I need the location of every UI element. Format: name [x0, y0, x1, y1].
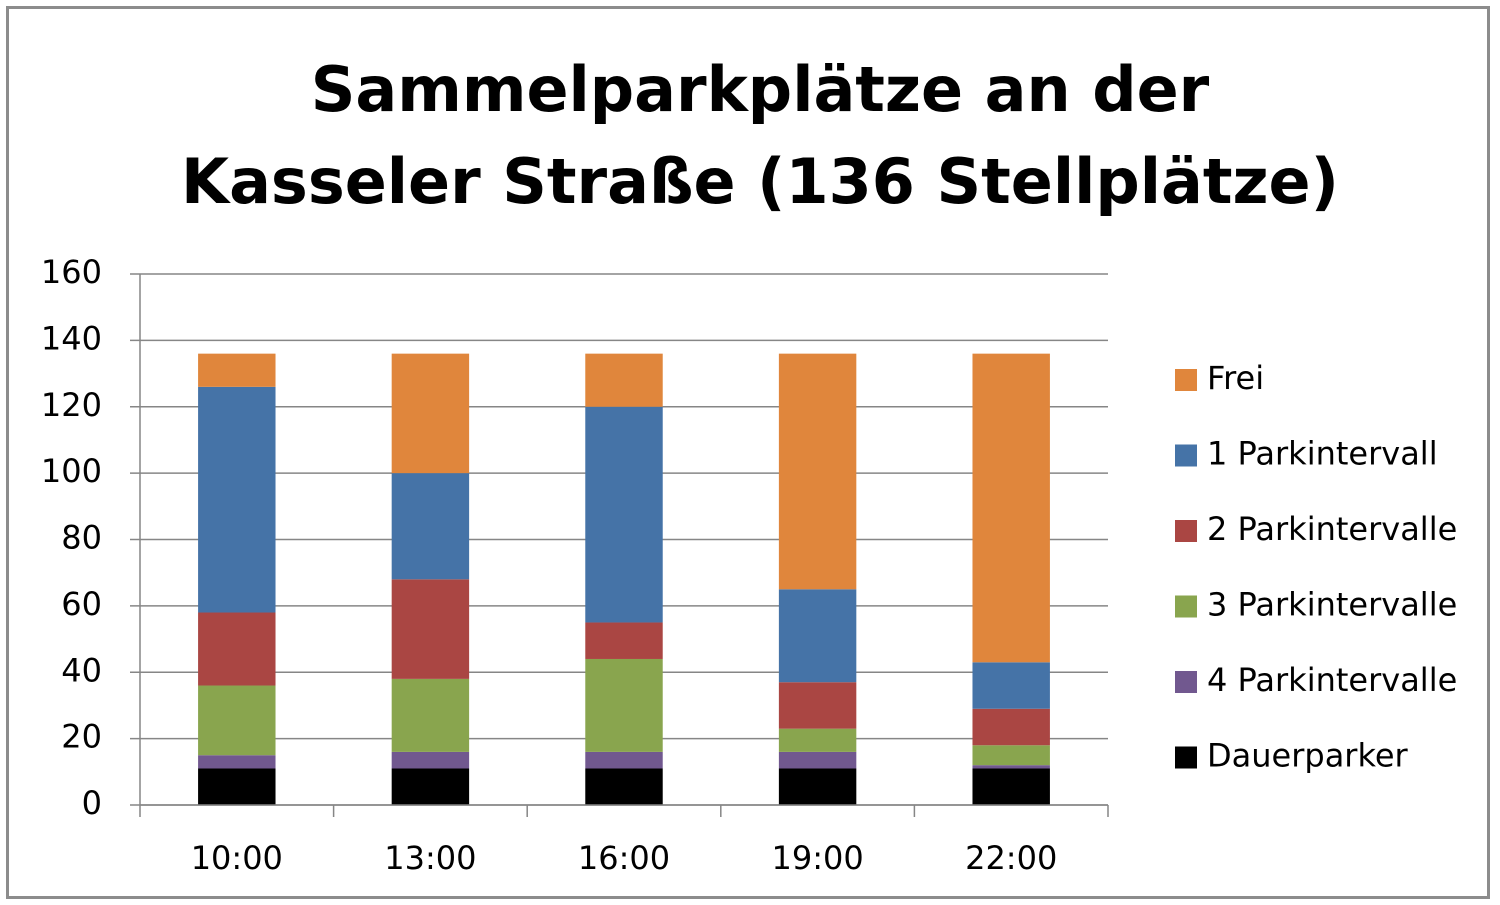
legend-label: Dauerparker [1207, 737, 1409, 775]
legend-swatch [1175, 444, 1197, 467]
bar-segment [972, 768, 1050, 805]
x-tick-label: 19:00 [771, 839, 863, 877]
bar-segment [972, 662, 1050, 709]
bar-segment [391, 353, 470, 474]
bar-segment [198, 768, 276, 805]
legend-label: Frei [1207, 359, 1264, 397]
legend-swatch [1175, 595, 1197, 618]
y-tick-label: 80 [61, 519, 102, 557]
bar-segment [198, 755, 276, 769]
chart-frame [6, 6, 1490, 899]
legend-swatch [1175, 671, 1197, 693]
bar-segment [585, 751, 663, 769]
bar-segment [972, 353, 1050, 663]
bar-segment [391, 579, 470, 679]
bar-segment [585, 622, 663, 659]
bar-segment [391, 751, 470, 769]
legend-swatch [1175, 369, 1197, 391]
bar-segment [391, 768, 470, 805]
y-tick-label: 40 [61, 651, 102, 689]
y-tick-label: 100 [41, 452, 102, 490]
y-tick-label: 60 [61, 585, 102, 623]
bar-segment [198, 353, 276, 387]
legend-label: 2 Parkintervalle [1207, 510, 1457, 548]
x-tick-label: 16:00 [578, 839, 670, 877]
bar-segment [778, 589, 857, 683]
y-tick-label: 160 [41, 253, 102, 291]
legend-label: 1 Parkintervall [1207, 435, 1438, 473]
bar-segment [778, 768, 857, 805]
legend-label: 3 Parkintervalle [1207, 586, 1457, 624]
bar-segment [198, 685, 276, 756]
chart-title: Sammelparkplätze an der Kasseler Straße … [181, 53, 1339, 218]
x-tick-label: 13:00 [384, 839, 476, 877]
x-tick-label: 10:00 [191, 839, 283, 877]
y-tick-label: 140 [41, 319, 102, 357]
bar-segment [778, 728, 857, 752]
bar-segment [391, 678, 470, 752]
bar-segment [972, 765, 1050, 769]
bar-segment [198, 386, 276, 613]
bar-segment [778, 353, 857, 590]
bar-segment [778, 751, 857, 769]
bar-segment [585, 768, 663, 805]
bar-segment [972, 708, 1050, 746]
x-tick-label: 22:00 [965, 839, 1057, 877]
bar-segment [198, 612, 276, 686]
legend-swatch [1175, 520, 1197, 542]
y-tick-label: 0 [82, 784, 102, 822]
legend-label: 4 Parkintervalle [1207, 661, 1457, 699]
bar-segment [778, 682, 857, 729]
legend-swatch [1175, 746, 1197, 769]
bar-segment [585, 658, 663, 752]
bar-segment [391, 473, 470, 580]
y-tick-label: 20 [61, 718, 102, 756]
y-tick-label: 120 [41, 386, 102, 424]
bar-segment [585, 353, 663, 407]
bar-segment [972, 745, 1050, 766]
bar-segment [585, 406, 663, 623]
